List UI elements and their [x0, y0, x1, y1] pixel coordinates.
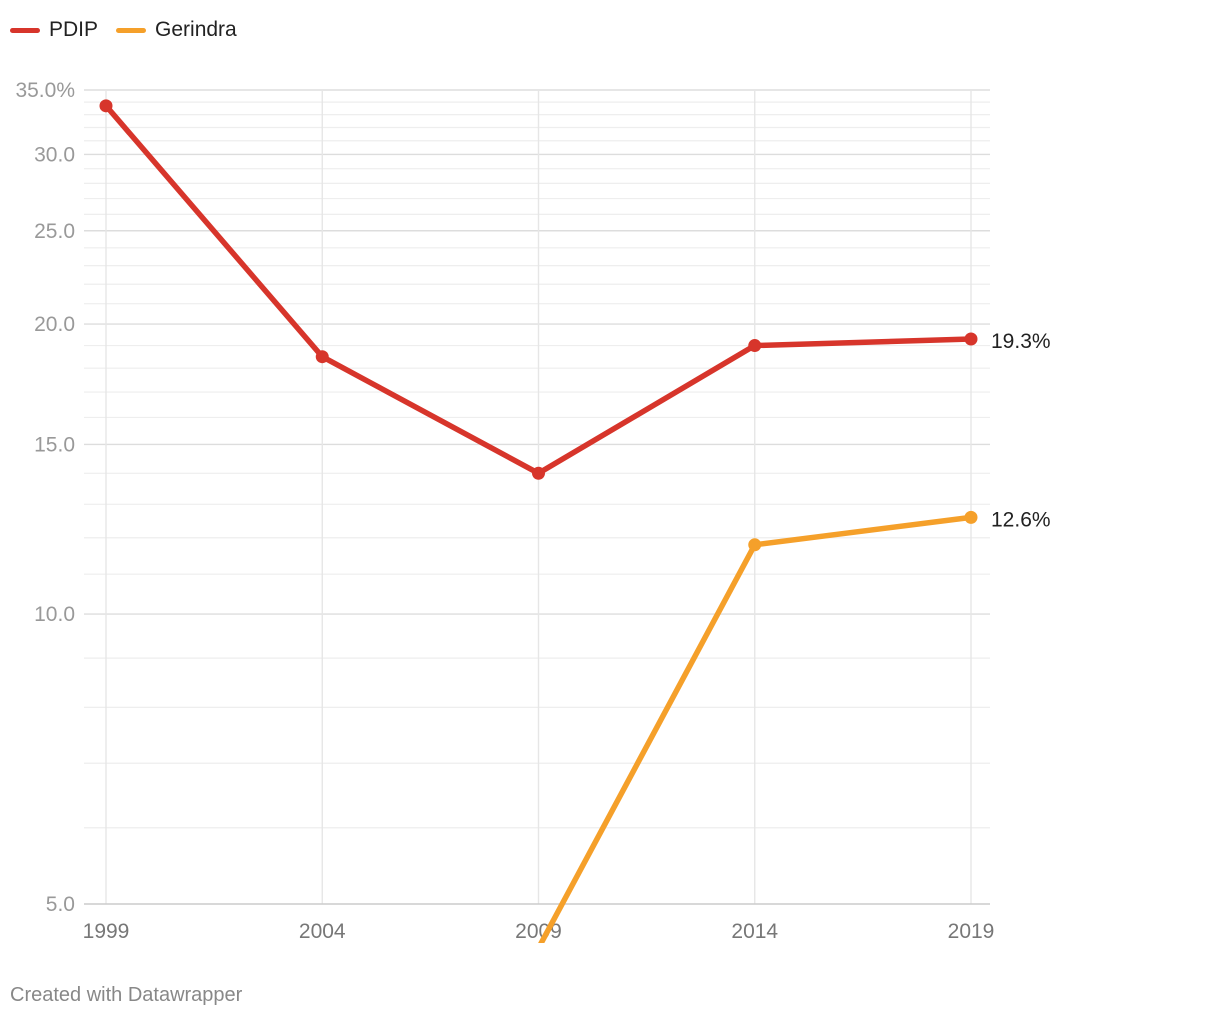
- legend-label-pdip: PDIP: [49, 18, 99, 41]
- data-point-gerindra: [964, 510, 978, 524]
- x-tick-label: 2009: [515, 920, 562, 943]
- y-tick-label: 35.0%: [15, 79, 75, 102]
- data-point-gerindra: [748, 538, 762, 552]
- grid: [84, 89, 990, 904]
- data-point-pdip: [748, 339, 762, 353]
- x-tick-label: 1999: [83, 920, 130, 943]
- y-tick-label: 10.0: [34, 603, 75, 626]
- y-tick-label: 20.0: [34, 313, 75, 336]
- end-labels: 19.3% 12.6%: [991, 330, 1051, 531]
- x-tick-label: 2014: [731, 920, 778, 943]
- series: [99, 99, 978, 943]
- y-tick-label: 5.0: [46, 893, 75, 916]
- legend-label-gerindra: Gerindra: [155, 18, 237, 41]
- x-tick-label: 2004: [299, 920, 346, 943]
- data-point-pdip: [315, 350, 329, 364]
- legend-item-pdip: PDIP: [10, 18, 98, 42]
- end-label-pdip: 19.3%: [991, 330, 1051, 353]
- datawrapper-credit: Created with Datawrapper: [10, 984, 243, 1006]
- data-point-pdip: [99, 99, 113, 113]
- data-point-pdip: [964, 332, 978, 346]
- legend-swatch-gerindra: [116, 27, 147, 33]
- y-tick-label: 25.0: [34, 220, 75, 243]
- y-tick-label: 30.0: [34, 143, 75, 166]
- legend-swatch-pdip: [10, 27, 40, 33]
- y-tick-label: 15.0: [34, 433, 75, 456]
- x-tick-label: 2019: [948, 920, 995, 943]
- chart-legend: PDIP Gerindra: [10, 18, 237, 42]
- data-point-pdip: [532, 466, 545, 480]
- axes: 35.0% 30.0 25.0 20.0 15.0 10.0 5.0 1999 2004 2009…: [15, 79, 994, 943]
- end-label-gerindra: 12.6%: [991, 508, 1051, 531]
- legend-item-gerindra: Gerindra: [116, 18, 237, 42]
